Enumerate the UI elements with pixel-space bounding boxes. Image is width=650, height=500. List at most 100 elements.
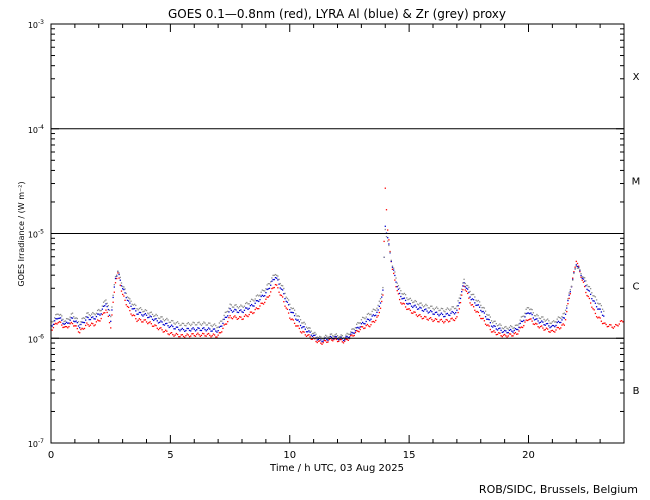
data-point <box>317 338 320 341</box>
data-point <box>506 336 508 338</box>
data-point <box>383 256 385 258</box>
data-point <box>488 314 490 316</box>
data-point <box>541 325 543 327</box>
data-point <box>548 330 550 333</box>
data-point <box>396 282 398 284</box>
data-point <box>273 286 275 289</box>
data-point <box>580 274 582 277</box>
data-point <box>236 306 238 308</box>
data-point <box>119 276 121 279</box>
data-point <box>110 327 112 329</box>
data-point <box>267 283 269 285</box>
data-point <box>218 326 221 328</box>
data-point <box>58 321 61 323</box>
data-point <box>320 339 322 341</box>
data-point <box>382 289 384 291</box>
data-point <box>199 323 201 325</box>
data-point <box>228 307 230 309</box>
data-point <box>253 312 255 314</box>
data-point <box>57 317 59 320</box>
data-point <box>237 317 240 320</box>
data-point <box>178 328 180 331</box>
data-point <box>328 338 330 341</box>
data-point <box>310 338 312 340</box>
data-point <box>598 316 600 318</box>
data-point <box>117 272 119 274</box>
data-point <box>107 315 109 318</box>
data-point <box>165 329 167 331</box>
data-point <box>441 320 444 323</box>
data-point <box>52 320 55 322</box>
data-point <box>459 294 462 296</box>
data-point <box>564 319 567 321</box>
data-point <box>537 315 539 317</box>
data-point <box>449 320 451 322</box>
data-point <box>330 339 333 341</box>
data-point <box>227 315 229 317</box>
data-point <box>603 322 605 324</box>
data-point <box>457 311 459 314</box>
data-point <box>249 305 252 307</box>
data-point <box>428 317 431 320</box>
data-point <box>592 308 594 310</box>
data-point <box>247 315 249 318</box>
data-point <box>529 318 531 320</box>
data-point <box>193 334 195 337</box>
data-point <box>543 318 545 321</box>
data-point <box>311 335 314 338</box>
data-point <box>326 335 328 337</box>
data-point <box>430 305 432 307</box>
data-point <box>443 322 445 324</box>
data-point <box>586 288 588 290</box>
data-point <box>99 310 101 312</box>
data-point <box>529 313 531 315</box>
data-point <box>285 296 287 298</box>
data-point <box>186 327 188 330</box>
series-1 <box>50 225 605 343</box>
data-point <box>388 239 390 241</box>
data-point <box>149 315 151 317</box>
data-point <box>595 299 598 301</box>
data-point <box>292 312 295 314</box>
data-point <box>483 312 486 314</box>
data-point <box>161 316 163 318</box>
data-point <box>248 303 250 305</box>
data-point <box>483 320 486 322</box>
data-point <box>248 307 250 310</box>
data-point <box>55 314 57 316</box>
data-point <box>112 294 114 296</box>
data-point <box>265 288 267 290</box>
data-point <box>303 326 305 328</box>
data-point <box>348 333 351 336</box>
series-0 <box>50 187 624 345</box>
data-point <box>266 288 268 291</box>
data-point <box>352 332 354 334</box>
data-point <box>435 306 438 308</box>
data-point <box>221 331 223 333</box>
data-point <box>582 278 585 280</box>
data-point <box>379 298 382 300</box>
data-point <box>424 305 426 307</box>
data-point <box>378 300 380 302</box>
data-point <box>243 309 246 311</box>
data-point <box>415 306 417 308</box>
data-point <box>293 322 296 325</box>
data-point <box>562 317 564 319</box>
data-point <box>75 325 77 327</box>
data-point <box>205 324 207 326</box>
data-point <box>434 311 437 314</box>
data-point <box>56 323 58 325</box>
data-point <box>592 295 594 297</box>
data-point <box>55 317 57 320</box>
x-tick-label: 5 <box>167 450 173 461</box>
data-point <box>236 318 238 320</box>
data-point <box>344 339 346 341</box>
data-point <box>209 334 211 337</box>
data-point <box>255 295 258 297</box>
data-point <box>216 326 218 329</box>
data-point <box>124 292 126 294</box>
data-point <box>166 322 168 325</box>
data-point <box>228 311 230 313</box>
data-point <box>445 318 447 321</box>
data-point <box>336 340 339 343</box>
